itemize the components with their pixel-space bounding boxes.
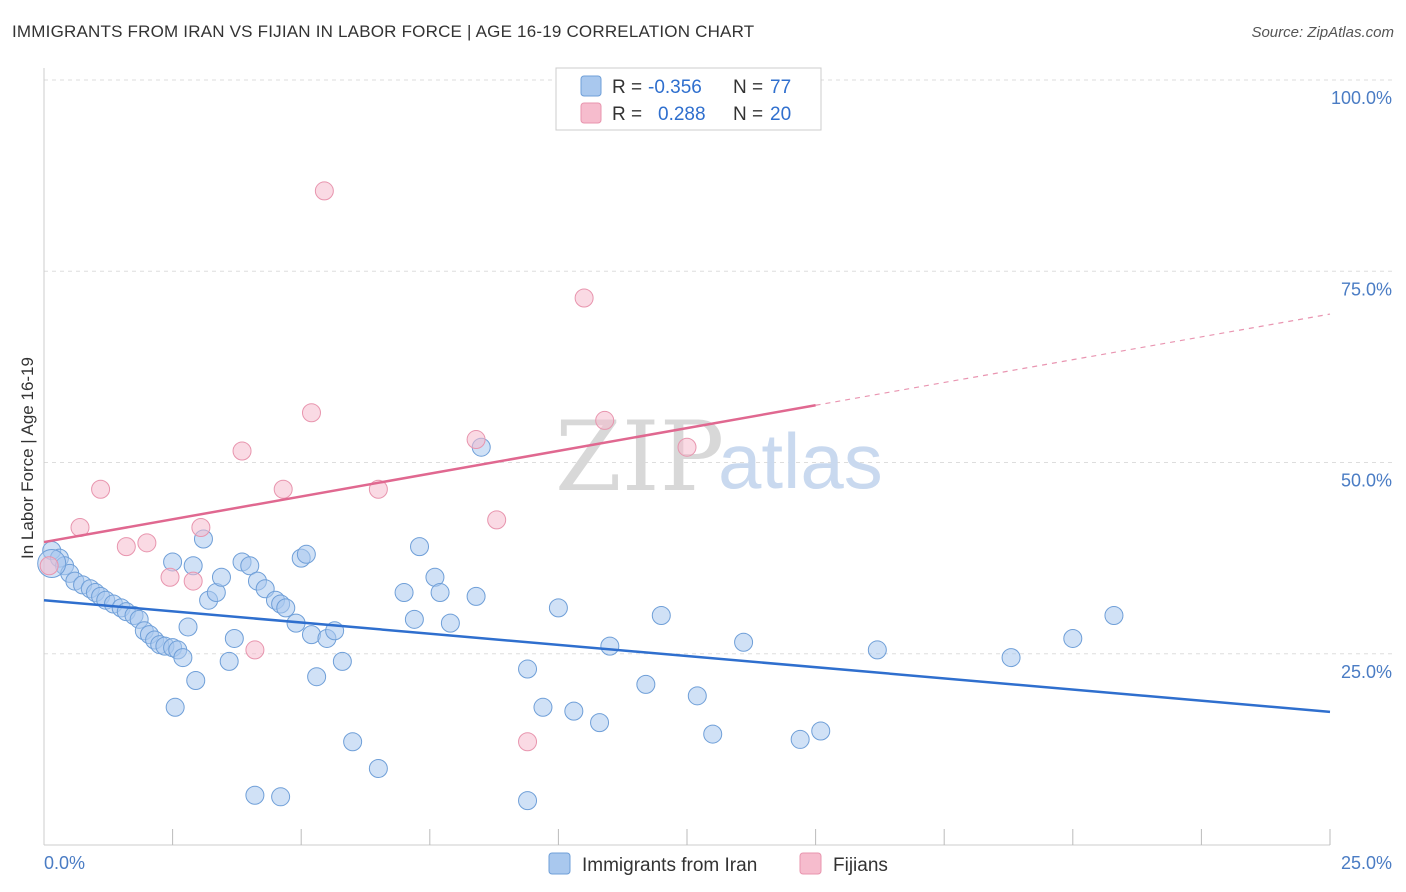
point-iran	[165, 697, 185, 717]
point-fijian	[39, 556, 59, 576]
point-fijian	[314, 181, 334, 201]
point-iran	[687, 686, 707, 706]
legend-n-label-pink: N =	[733, 104, 763, 125]
point-iran	[307, 667, 327, 687]
bottom-legend-swatch-blue	[548, 852, 571, 875]
point-iran	[240, 556, 260, 576]
point-iran	[466, 586, 486, 606]
point-fijian	[183, 571, 203, 591]
point-iran	[224, 628, 244, 648]
legend-n-value-pink: 20	[770, 104, 791, 125]
y-tick-label-25: 25.0%	[1341, 662, 1392, 682]
bottom-legend: Immigrants from Iran Fijians	[548, 852, 888, 876]
watermark: ZIP atlas	[555, 401, 883, 513]
point-fijian	[574, 288, 594, 308]
point-fijian	[160, 567, 180, 587]
bottom-legend-label-blue: Immigrants from Iran	[582, 855, 757, 876]
point-iran	[564, 701, 584, 721]
point-iran	[296, 544, 316, 564]
point-iran	[394, 583, 414, 603]
point-iran	[343, 732, 363, 752]
point-fijian	[595, 410, 615, 430]
legend-r-value-pink: 0.288	[658, 104, 706, 125]
point-iran	[410, 537, 430, 557]
point-iran	[186, 671, 206, 691]
point-iran	[271, 787, 291, 807]
point-fijian	[191, 518, 211, 538]
point-iran	[404, 609, 424, 629]
x-tick-marks	[172, 829, 1331, 845]
legend-n-value-blue: 77	[770, 77, 791, 98]
y-tick-label-100: 100.0%	[1331, 88, 1392, 108]
point-iran	[734, 632, 754, 652]
point-iran	[518, 659, 538, 679]
point-iran	[600, 636, 620, 656]
watermark-zip: ZIP	[555, 401, 724, 513]
point-iran	[867, 640, 887, 660]
point-iran	[590, 713, 610, 733]
point-iran	[548, 598, 568, 618]
point-iran	[811, 721, 831, 741]
y-axis-label: In Labor Force | Age 16-19	[18, 357, 37, 559]
point-iran	[211, 567, 231, 587]
legend: R = -0.356 N = 77 R = 0.288 N = 20	[555, 67, 822, 131]
series-immigrants-from-iran	[37, 437, 1124, 811]
point-iran	[1001, 648, 1021, 668]
point-iran	[636, 674, 656, 694]
point-fijian	[273, 479, 293, 499]
point-fijian	[245, 640, 265, 660]
point-iran	[332, 651, 352, 671]
point-iran	[430, 583, 450, 603]
trend-line-iran	[43, 598, 1331, 714]
trend-line-fijian-solid	[43, 404, 816, 544]
point-iran	[276, 598, 296, 618]
trend-lines	[43, 313, 1331, 714]
point-fijian	[137, 533, 157, 553]
point-fijian	[91, 479, 111, 499]
legend-swatch-pink	[580, 102, 602, 124]
point-fijian	[466, 430, 486, 450]
x-tick-label-min: 0.0%	[44, 853, 85, 873]
x-tick-label-max: 25.0%	[1341, 853, 1392, 873]
point-iran	[703, 724, 723, 744]
point-fijian	[518, 732, 538, 752]
point-iran	[368, 759, 388, 778]
legend-swatch-blue	[580, 75, 602, 97]
y-tick-label-50: 50.0%	[1341, 471, 1392, 491]
y-tick-labels: 25.0% 50.0% 75.0% 100.0%	[1331, 88, 1392, 682]
legend-n-label-blue: N =	[733, 77, 763, 98]
point-iran	[533, 697, 553, 717]
bottom-legend-swatch-pink	[799, 852, 822, 875]
trend-line-fijian-dashed	[815, 313, 1331, 406]
point-iran	[245, 785, 265, 805]
grid-layer	[44, 79, 1392, 655]
point-fijian	[232, 441, 252, 461]
y-tick-label-75: 75.0%	[1341, 279, 1392, 299]
chart-title: IMMIGRANTS FROM IRAN VS FIJIAN IN LABOR …	[12, 22, 755, 41]
point-iran	[790, 729, 810, 749]
point-fijian	[116, 537, 136, 557]
point-iran	[173, 648, 193, 668]
chart-source: Source: ZipAtlas.com	[1251, 24, 1394, 41]
point-iran	[178, 617, 198, 637]
point-fijian	[301, 403, 321, 423]
legend-r-value-blue: -0.356	[648, 77, 702, 98]
point-iran	[1063, 628, 1083, 648]
bottom-legend-label-pink: Fijians	[833, 855, 888, 876]
point-iran	[219, 651, 239, 671]
legend-r-label-blue: R =	[612, 77, 642, 98]
point-iran	[651, 606, 671, 625]
point-iran	[1104, 606, 1124, 625]
point-fijian	[677, 437, 697, 457]
point-iran	[440, 613, 460, 633]
legend-r-label-pink: R =	[612, 104, 642, 125]
point-iran	[518, 791, 538, 811]
watermark-atlas: atlas	[718, 417, 883, 505]
point-fijian	[487, 510, 507, 530]
